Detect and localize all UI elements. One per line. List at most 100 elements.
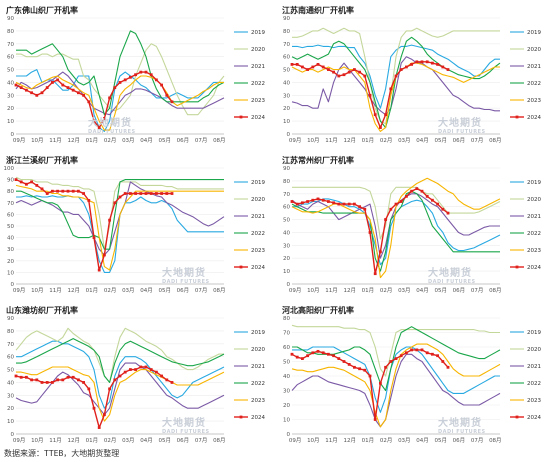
legend-label: 2024 bbox=[527, 415, 541, 421]
series-line-2021 bbox=[291, 353, 501, 428]
data-point-2024 bbox=[410, 63, 413, 66]
data-point-2024 bbox=[347, 70, 351, 74]
x-tick-label: 08月 bbox=[489, 137, 502, 144]
data-point-2024 bbox=[45, 86, 49, 89]
data-point-2024 bbox=[306, 200, 309, 203]
legend-label: 2020 bbox=[251, 347, 265, 353]
x-tick-label: 11月 bbox=[49, 287, 62, 294]
data-point-2024 bbox=[87, 199, 91, 202]
data-point-2024 bbox=[311, 198, 315, 202]
y-tick-label: 90 bbox=[7, 178, 14, 184]
data-point-2024 bbox=[321, 198, 325, 202]
legend-label: 2022 bbox=[527, 231, 541, 237]
x-tick-label: 07月 bbox=[471, 287, 484, 294]
data-point-2024 bbox=[149, 368, 153, 371]
legend-label: 2023 bbox=[527, 398, 541, 404]
data-point-2024 bbox=[306, 354, 309, 358]
data-point-2024 bbox=[373, 418, 377, 421]
data-point-2024 bbox=[373, 272, 377, 276]
data-point-2024 bbox=[40, 91, 44, 95]
data-point-2024 bbox=[394, 357, 398, 360]
x-tick-label: 02月 bbox=[380, 137, 393, 144]
y-tick-label: 40 bbox=[283, 374, 290, 380]
series-line-2020 bbox=[292, 186, 501, 240]
x-tick-label: 12月 bbox=[67, 137, 80, 144]
y-tick-label: 70 bbox=[7, 342, 14, 348]
y-tick-label: 70 bbox=[7, 42, 14, 48]
x-tick-label: 10月 bbox=[307, 287, 320, 294]
series-line-2023 bbox=[16, 366, 225, 422]
data-point-2024 bbox=[384, 365, 387, 369]
legend-marker-2024 bbox=[239, 265, 243, 269]
data-point-2024 bbox=[363, 74, 367, 78]
y-tick-label: 80 bbox=[283, 29, 290, 35]
data-point-2024 bbox=[415, 60, 419, 64]
legend-label: 2021 bbox=[251, 214, 265, 220]
data-point-2024 bbox=[14, 374, 18, 378]
data-point-2024 bbox=[51, 81, 54, 84]
data-point-2024 bbox=[56, 189, 59, 193]
chart-svg: 0 10 20 30 40 50 60 70 80 90 09月 10月 11月 12月 01月 02月 03月… bbox=[7, 316, 265, 444]
y-tick-label: 80 bbox=[7, 189, 14, 195]
x-tick-label: 03月 bbox=[398, 287, 411, 294]
y-tick-label: 0 bbox=[287, 432, 291, 438]
series-line-2023 bbox=[15, 184, 224, 271]
x-tick-label: 02月 bbox=[104, 287, 117, 294]
data-point-2024 bbox=[149, 192, 153, 195]
data-point-2024 bbox=[327, 68, 330, 71]
y-tick-label: 20 bbox=[283, 256, 290, 262]
chart-title: 广东佛山织厂开机率 bbox=[6, 6, 78, 15]
data-point-2024 bbox=[425, 194, 429, 198]
data-point-2024 bbox=[97, 126, 101, 129]
data-point-2024 bbox=[97, 426, 101, 429]
y-tick-label: 70 bbox=[283, 192, 290, 198]
data-point-2024 bbox=[123, 370, 127, 374]
x-tick-label: 05月 bbox=[434, 287, 447, 294]
data-point-2024 bbox=[420, 189, 424, 193]
data-point-2024 bbox=[353, 68, 356, 71]
data-point-2024 bbox=[77, 378, 80, 382]
data-point-2024 bbox=[347, 202, 351, 206]
legend-label: 2023 bbox=[251, 398, 265, 404]
data-point-2024 bbox=[82, 381, 85, 384]
series-line-2020 bbox=[291, 324, 500, 377]
data-point-2024 bbox=[19, 86, 23, 89]
data-point-2024 bbox=[35, 93, 39, 97]
data-point-2024 bbox=[144, 70, 148, 74]
data-point-2024 bbox=[332, 70, 335, 74]
x-tick-label: 04月 bbox=[416, 137, 429, 144]
x-tick-label: 10月 bbox=[31, 287, 44, 294]
data-point-2024 bbox=[134, 368, 137, 371]
x-tick-label: 05月 bbox=[434, 437, 447, 444]
chart-nantong: 江苏南通织厂开机率 0 10 20 30 40 50 60 70 80 90 09月 10月 11月 12… bbox=[278, 2, 548, 150]
data-point-2024 bbox=[342, 360, 346, 363]
x-tick-label: 10月 bbox=[307, 437, 320, 444]
y-tick-label: 80 bbox=[283, 179, 290, 185]
data-point-2024 bbox=[353, 365, 356, 369]
y-tick-label: 30 bbox=[283, 389, 290, 395]
data-point-2024 bbox=[87, 387, 91, 391]
legend-label: 2021 bbox=[251, 64, 265, 70]
data-point-2024 bbox=[144, 192, 148, 195]
chart-foshan: 广东佛山织厂开机率 0 10 20 30 40 50 60 70 80 90 09月 10月 11月 12… bbox=[2, 2, 272, 150]
watermark: 大地期货 DADI FUTURES bbox=[438, 418, 486, 435]
y-tick-label: 30 bbox=[7, 93, 14, 99]
x-tick-label: 12月 bbox=[67, 287, 80, 294]
x-tick-label: 01月 bbox=[362, 437, 375, 444]
data-point-2024 bbox=[82, 93, 85, 97]
data-point-2024 bbox=[321, 65, 325, 69]
data-point-2024 bbox=[321, 351, 325, 355]
data-point-2024 bbox=[25, 88, 28, 92]
data-point-2024 bbox=[66, 189, 70, 193]
y-tick-label: 80 bbox=[7, 329, 14, 335]
y-tick-label: 90 bbox=[283, 166, 290, 172]
y-tick-label: 60 bbox=[7, 355, 14, 361]
data-point-2024 bbox=[155, 370, 158, 374]
series-line-2022 bbox=[291, 190, 500, 272]
y-tick-label: 60 bbox=[283, 55, 290, 61]
legend-label: 2022 bbox=[527, 381, 541, 387]
y-tick-label: 0 bbox=[11, 132, 15, 138]
y-tick-label: 40 bbox=[7, 236, 14, 242]
y-tick-label: 100 bbox=[4, 166, 15, 172]
data-point-2024 bbox=[118, 374, 122, 378]
